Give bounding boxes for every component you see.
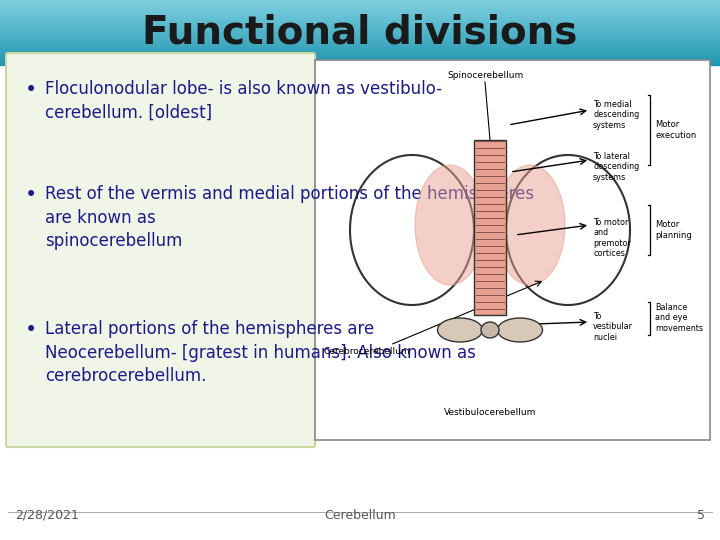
Bar (0, 10, 720, 11)
Bar (0, 55, 720, 56)
Bar (0, 63, 720, 64)
Bar (0, 23, 720, 24)
Bar (0, 18, 720, 19)
Bar (0, 45, 720, 46)
Bar (474, 140, 506, 315)
Bar (0, 43, 720, 44)
Text: Rest of the vermis and medial portions of the hemispheres
are known as
spinocere: Rest of the vermis and medial portions o… (45, 185, 534, 250)
Bar (0, 53, 720, 54)
Bar (0, 14, 720, 15)
Bar (0, 16, 720, 17)
Bar (0, 42, 720, 43)
Text: •: • (25, 80, 37, 100)
FancyBboxPatch shape (6, 53, 315, 447)
Polygon shape (350, 155, 474, 305)
Text: 2/28/2021: 2/28/2021 (15, 509, 79, 522)
Bar (0, 40, 720, 41)
Bar (0, 34, 720, 35)
Text: •: • (25, 185, 37, 205)
Text: Motor
execution: Motor execution (655, 120, 696, 140)
Bar (0, 11, 720, 12)
Text: Cerebellum: Cerebellum (324, 509, 396, 522)
Bar (0, 33, 720, 34)
Text: Lateral portions of the hemispheres are
Neocerebellum- [gratest in humans]. Also: Lateral portions of the hemispheres are … (45, 320, 476, 385)
Bar (0, 13, 720, 14)
Bar (0, 25, 720, 26)
Bar (0, 36, 720, 37)
Bar (0, 38, 720, 39)
Ellipse shape (498, 318, 542, 342)
Bar (0, 4, 720, 5)
Bar (0, 6, 720, 7)
Bar (0, 22, 720, 23)
Text: Functional divisions: Functional divisions (143, 14, 577, 51)
Polygon shape (495, 165, 565, 285)
Bar (0, 48, 720, 49)
Bar (0, 1, 720, 2)
Bar (0, 21, 720, 22)
Bar (0, 12, 720, 13)
Bar (0, 2, 720, 3)
Bar (0, 32, 720, 33)
Bar (0, 61, 720, 62)
Bar (0, 8, 720, 9)
Bar (0, 35, 720, 36)
Bar (0, 3, 720, 4)
Bar (0, 57, 720, 58)
Bar (0, 54, 720, 55)
Ellipse shape (481, 322, 499, 338)
Text: Cerebrocerebellum: Cerebrocerebellum (323, 347, 410, 356)
Bar (0, 58, 720, 59)
Bar (0, 29, 720, 30)
Bar (0, 64, 720, 65)
Bar (0, 19, 720, 20)
Text: To lateral
descending
systems: To lateral descending systems (593, 152, 639, 182)
Bar (0, 56, 720, 57)
Bar (0, 30, 720, 31)
Text: Balance
and eye
movements: Balance and eye movements (655, 303, 703, 333)
Text: 5: 5 (697, 509, 705, 522)
Text: •: • (25, 320, 37, 340)
Text: Vestibulocerebellum: Vestibulocerebellum (444, 408, 536, 417)
Text: To motor
and
premotor
cortices: To motor and premotor cortices (593, 218, 631, 258)
Bar (0, 62, 720, 63)
Bar (0, 0, 720, 1)
Bar (0, 51, 720, 52)
Text: Spinocerebellum: Spinocerebellum (447, 71, 523, 80)
Bar (0, 24, 720, 25)
Bar (0, 37, 720, 38)
Ellipse shape (438, 318, 482, 342)
Bar (0, 50, 720, 51)
Bar (0, 15, 720, 16)
Bar (0, 7, 720, 8)
Bar (0, 39, 720, 40)
Bar (0, 60, 720, 61)
Bar (0, 41, 720, 42)
FancyBboxPatch shape (315, 60, 710, 440)
Text: Motor
planning: Motor planning (655, 220, 692, 240)
Polygon shape (506, 155, 630, 305)
Bar (0, 49, 720, 50)
Bar (0, 59, 720, 60)
Bar (0, 9, 720, 10)
Text: Floculonodular lobe- is also known as vestibulo-
cerebellum. [oldest]: Floculonodular lobe- is also known as ve… (45, 80, 442, 122)
Bar (0, 20, 720, 21)
Bar (0, 26, 720, 28)
Polygon shape (415, 165, 485, 285)
Bar (0, 28, 720, 29)
Text: To
vestibular
nuclei: To vestibular nuclei (593, 312, 633, 342)
Bar (0, 47, 720, 48)
Text: To medial
descending
systems: To medial descending systems (593, 100, 639, 130)
Bar (0, 31, 720, 32)
Bar (0, 46, 720, 47)
Bar (0, 44, 720, 45)
Bar (0, 5, 720, 6)
